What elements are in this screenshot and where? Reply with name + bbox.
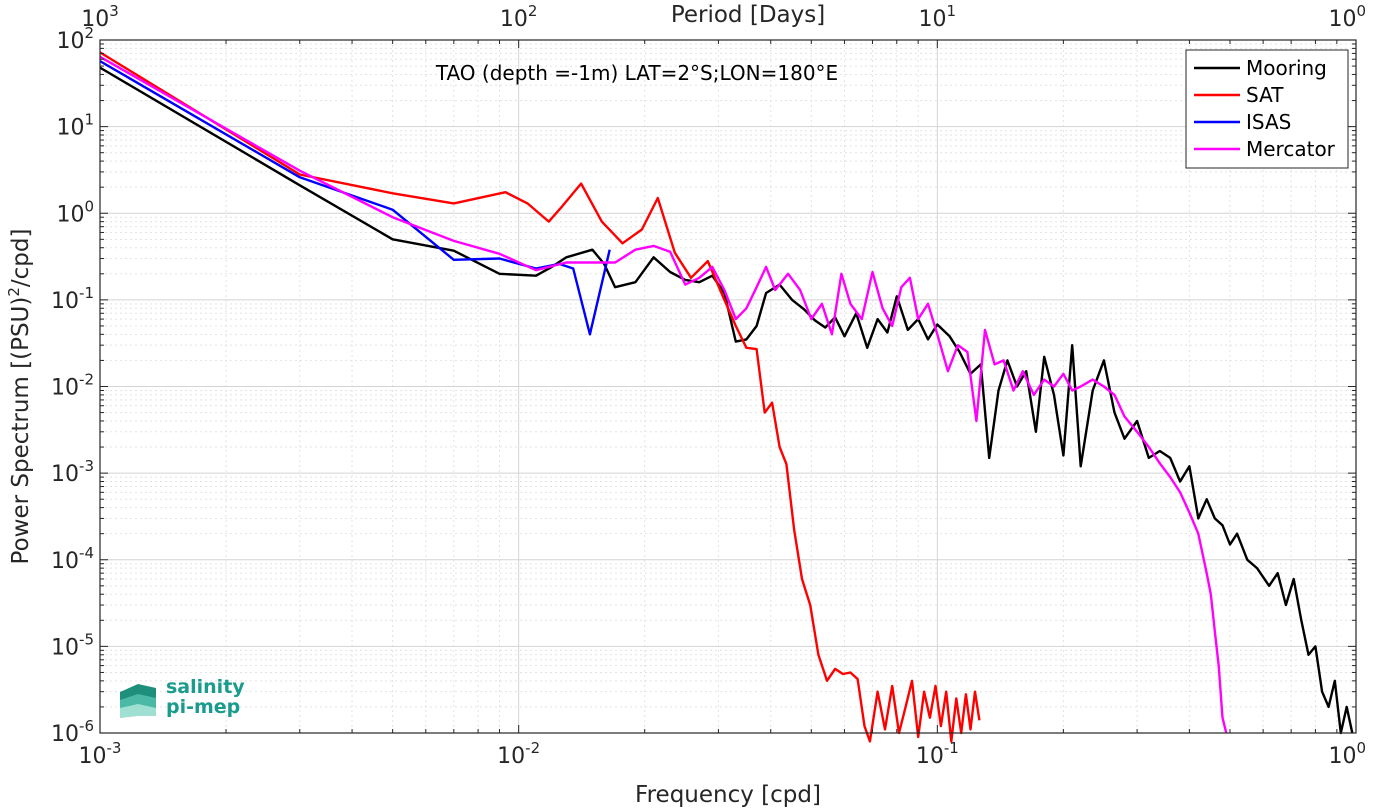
x-tick-label: 10-3 xyxy=(79,739,122,769)
series-line-sat xyxy=(99,51,981,743)
legend-label-mooring: Mooring xyxy=(1246,56,1327,80)
chart-title: TAO (depth =-1m) LAT=2°S;LON=180°E xyxy=(435,61,838,85)
y-tick-label: 10-6 xyxy=(51,717,94,747)
logo-line2: pi-mep xyxy=(166,696,240,718)
top-tick-label: 103 xyxy=(81,2,119,32)
top-tick-label: 101 xyxy=(919,2,957,32)
legend-label-sat: SAT xyxy=(1246,83,1284,107)
series-line-mercator xyxy=(99,55,1228,734)
x-tick-label: 100 xyxy=(1328,739,1366,769)
y-tick-label: 100 xyxy=(56,197,94,227)
x-tick-label: 10-2 xyxy=(497,739,540,769)
y-tick-label: 10-1 xyxy=(51,284,94,314)
y-tick-label: 10-5 xyxy=(51,630,94,660)
series-lines xyxy=(99,51,1354,743)
logo-waves-icon xyxy=(120,684,156,718)
y-tick-label: 10-2 xyxy=(51,371,94,401)
y-tick-label: 10-3 xyxy=(51,457,94,487)
top-tick-label: 100 xyxy=(1328,2,1366,32)
y-tick-label: 101 xyxy=(56,111,94,141)
salinity-pi-mep-logo: salinity pi-mep xyxy=(120,676,245,718)
y-axis-label-exp: 2 xyxy=(5,287,23,297)
grid-lines xyxy=(99,40,1356,734)
y-tick-label: 10-4 xyxy=(51,544,94,574)
axis-ticks xyxy=(99,39,1357,734)
top-axis-label: Period [Days] xyxy=(671,2,825,28)
legend-label-isas: ISAS xyxy=(1246,110,1291,134)
y-axis-label: Power Spectrum [(PSU)2/cpd] xyxy=(5,229,34,565)
legend: Mooring SAT ISAS Mercator xyxy=(1185,49,1349,169)
legend-label-mercator: Mercator xyxy=(1246,137,1336,161)
x-tick-label: 10-1 xyxy=(916,739,959,769)
logo-line1: salinity xyxy=(166,676,245,698)
y-axis-label-tail: /cpd] xyxy=(8,229,34,288)
y-axis-label-main: Power Spectrum [(PSU) xyxy=(8,297,34,565)
y-tick-label: 102 xyxy=(56,24,94,54)
top-tick-label: 102 xyxy=(500,2,538,32)
x-axis-label: Frequency [cpd] xyxy=(635,782,821,808)
